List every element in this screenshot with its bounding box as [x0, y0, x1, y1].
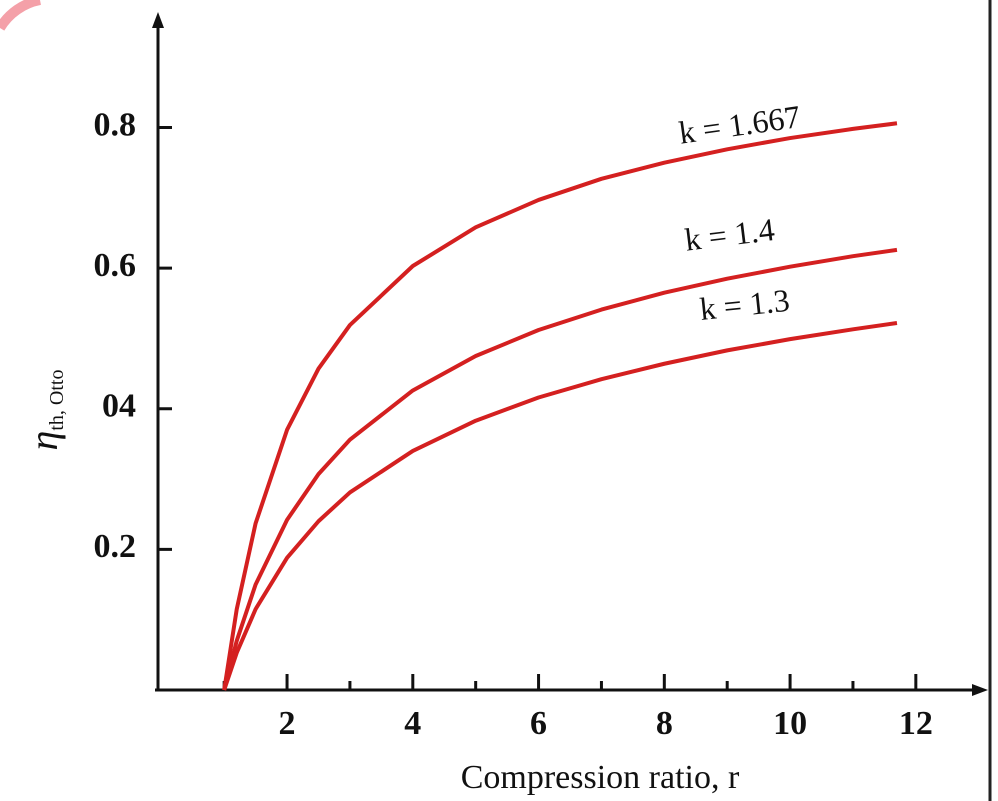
- y-tick-label: 0.2: [94, 528, 137, 565]
- curve-label: k = 1.3: [698, 282, 791, 327]
- curve-label: k = 1.667: [677, 98, 803, 151]
- y-axis-arrow: [152, 12, 164, 28]
- x-axis-label: Compression ratio, r: [461, 759, 740, 796]
- x-tick-label: 12: [899, 705, 933, 742]
- curve: [222, 121, 898, 691]
- y-tick-label: 0.8: [94, 106, 137, 143]
- y-tick-label: 04: [102, 388, 136, 425]
- curve-label: k = 1.4: [683, 211, 777, 258]
- x-tick-label: 10: [773, 705, 807, 742]
- x-axis-arrow: [972, 684, 988, 696]
- x-tick-label: 4: [404, 705, 421, 742]
- x-tick-label: 6: [530, 705, 547, 742]
- x-tick-label: 2: [279, 705, 296, 742]
- y-label-subscript: th, Otto: [46, 370, 68, 431]
- y-label-symbol: η: [21, 431, 66, 451]
- y-tick-label: 0.6: [94, 247, 137, 284]
- curve: [222, 247, 898, 691]
- curve: [222, 320, 898, 691]
- x-tick-label: 8: [656, 705, 673, 742]
- corner-decoration: [0, 0, 42, 31]
- y-axis-label: ηth, Otto: [21, 370, 67, 451]
